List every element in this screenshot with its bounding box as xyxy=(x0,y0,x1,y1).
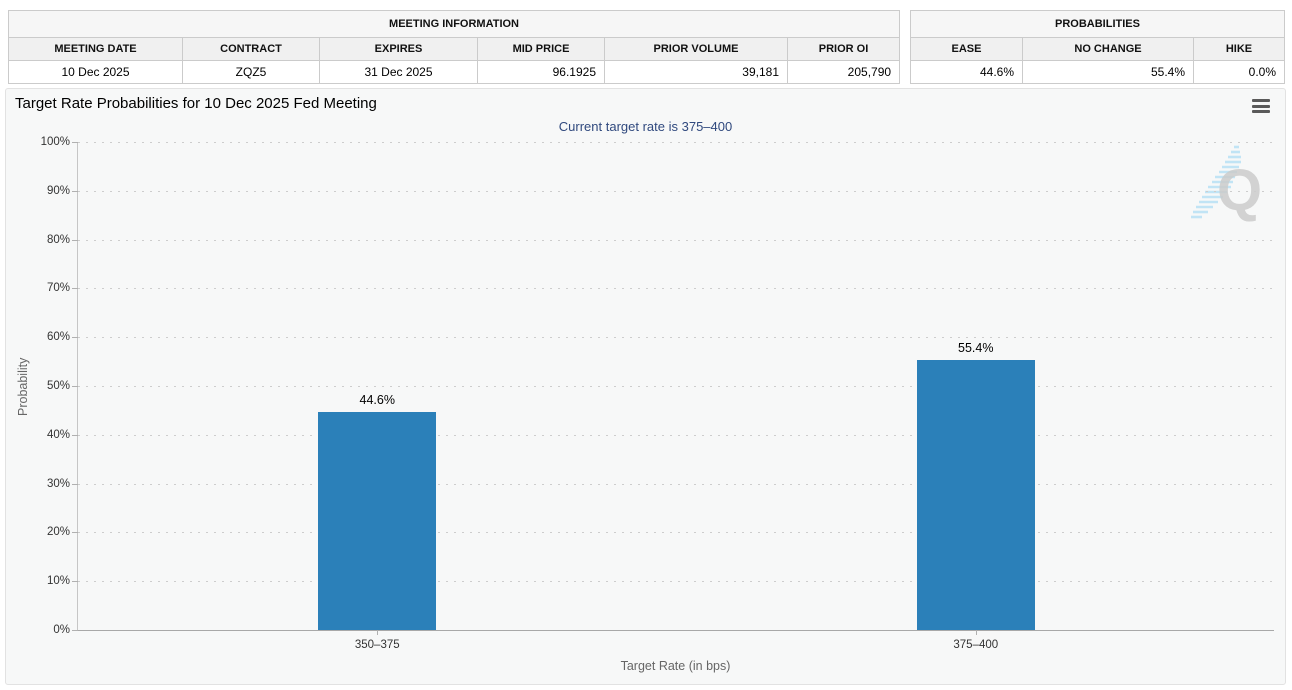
gridline xyxy=(78,288,1274,291)
table-row: 10 Dec 2025 ZQZ5 31 Dec 2025 96.1925 39,… xyxy=(8,60,901,84)
hamburger-menu-icon[interactable] xyxy=(1252,99,1270,116)
gridline xyxy=(78,190,1274,193)
y-tick-label: 70% xyxy=(46,282,70,295)
y-axis-tick xyxy=(72,239,78,241)
gridline xyxy=(78,483,1274,486)
probabilities-table: PROBABILITIES EASE NO CHANGE HIKE 44.6% … xyxy=(910,10,1285,84)
chart-subtitle: Current target rate is 375–400 xyxy=(558,119,733,134)
prior-oi-value: 205,790 xyxy=(786,60,901,84)
chart-title: Target Rate Probabilities for 10 Dec 202… xyxy=(15,95,377,112)
y-tick-label: 60% xyxy=(46,331,70,344)
y-tick-label: 20% xyxy=(46,526,70,539)
no-change-value: 55.4% xyxy=(1022,60,1194,84)
meeting-information-title: MEETING INFORMATION xyxy=(7,10,901,38)
y-axis-tick xyxy=(72,337,78,339)
col-expires: EXPIRES xyxy=(319,37,478,61)
chart-panel: Target Rate Probabilities for 10 Dec 202… xyxy=(5,88,1286,685)
y-axis-tick xyxy=(72,190,78,192)
y-axis-tick xyxy=(72,386,78,387)
y-axis-tick xyxy=(72,630,78,631)
gridline xyxy=(78,434,1274,437)
col-ease: EASE xyxy=(910,37,1023,61)
col-no-change: NO CHANGE xyxy=(1022,37,1194,61)
y-tick-label: 100% xyxy=(40,136,70,148)
bar-value-label: 55.4% xyxy=(958,340,994,355)
x-axis-tick xyxy=(975,630,977,635)
x-axis-title: Target Rate (in bps) xyxy=(620,659,731,673)
y-tick-label: 50% xyxy=(46,380,70,392)
y-axis-tick xyxy=(72,288,78,290)
probability-bar xyxy=(318,412,437,630)
y-tick-label: 80% xyxy=(46,233,70,246)
expires-value: 31 Dec 2025 xyxy=(319,60,478,84)
watermark-letter: Q xyxy=(1217,158,1262,223)
col-mid-price: MID PRICE xyxy=(477,37,605,61)
x-tick-label: 350–375 xyxy=(354,639,400,651)
x-axis-tick xyxy=(377,630,379,635)
gridline xyxy=(78,532,1274,535)
col-prior-volume: PRIOR VOLUME xyxy=(604,37,788,61)
y-tick-label: 10% xyxy=(46,575,70,588)
quikstrike-watermark-icon: Q xyxy=(1191,145,1262,223)
bar-value-label: 44.6% xyxy=(359,393,395,408)
col-contract: CONTRACT xyxy=(182,37,320,61)
y-tick-label: 0% xyxy=(53,624,70,636)
probabilities-title: PROBABILITIES xyxy=(910,10,1285,38)
y-tick-label: 30% xyxy=(46,477,70,490)
x-tick-label: 375–400 xyxy=(953,639,999,651)
y-axis-tick xyxy=(72,142,78,143)
gridline xyxy=(78,142,1274,144)
gridline xyxy=(78,239,1274,242)
y-axis-tick xyxy=(72,532,78,534)
contract-value: ZQZ5 xyxy=(182,60,320,84)
prior-volume-value: 39,181 xyxy=(604,60,788,84)
y-axis-tick xyxy=(72,483,78,485)
gridline xyxy=(78,386,1274,388)
hike-value: 0.0% xyxy=(1193,60,1285,84)
col-meeting-date: MEETING DATE xyxy=(8,37,183,61)
ease-value: 44.6% xyxy=(910,60,1023,84)
probability-bar xyxy=(916,359,1035,630)
col-prior-oi: PRIOR OI xyxy=(786,37,901,61)
gridline xyxy=(78,337,1274,340)
y-tick-label: 40% xyxy=(46,428,70,441)
plot-area: 0% 10% 20% 30% 40% 50% 60% 70% 80% 90% 100% 44.6% 35… xyxy=(41,136,1274,651)
y-axis-tick xyxy=(72,434,78,436)
meeting-information-table: MEETING INFORMATION MEETING DATE CONTRAC… xyxy=(7,10,901,84)
y-tick-label: 90% xyxy=(46,184,70,197)
gridline xyxy=(78,581,1274,584)
mid-price-value: 96.1925 xyxy=(477,60,605,84)
col-hike: HIKE xyxy=(1193,37,1285,61)
table-row: 44.6% 55.4% 0.0% xyxy=(910,60,1285,84)
meeting-date-value: 10 Dec 2025 xyxy=(8,60,183,84)
y-axis-tick xyxy=(72,581,78,583)
